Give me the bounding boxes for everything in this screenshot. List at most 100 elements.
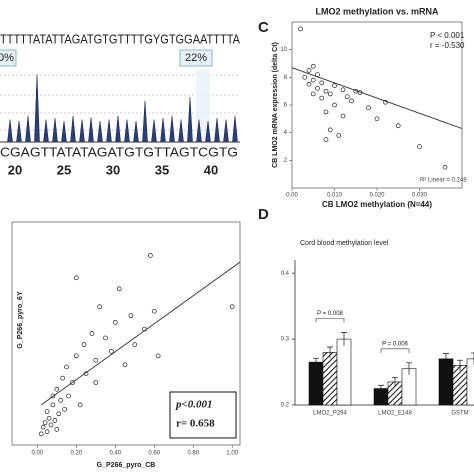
y-tick-label: 8 xyxy=(284,75,288,81)
y-tick-label: 6 xyxy=(284,103,288,109)
annotation: r= 0.658 xyxy=(176,418,215,430)
point xyxy=(50,402,56,408)
panel-label: C xyxy=(258,19,269,36)
point xyxy=(93,380,99,385)
y-axis-label: G_P266_pyro_6Y xyxy=(17,291,24,349)
point xyxy=(310,63,316,69)
point xyxy=(54,386,60,392)
bar xyxy=(466,358,474,406)
point xyxy=(70,380,75,385)
error-bar xyxy=(327,346,333,358)
point xyxy=(336,133,342,138)
point xyxy=(66,393,71,399)
point xyxy=(151,308,157,314)
chart-title: LMO2 methylation vs. mRNA xyxy=(315,6,439,16)
peak xyxy=(169,115,175,143)
peak xyxy=(178,119,184,143)
point xyxy=(323,88,329,94)
point xyxy=(132,342,138,347)
point xyxy=(97,304,103,310)
point xyxy=(306,68,312,73)
peak xyxy=(160,117,166,143)
chart-title: Cord blood methylation level xyxy=(300,240,389,247)
error-bar xyxy=(313,357,319,367)
bracket xyxy=(380,348,410,353)
y-tick-label: 0.2 xyxy=(281,403,290,409)
peak xyxy=(97,120,103,143)
x-tick-label: 0.030 xyxy=(412,193,428,199)
error-bar xyxy=(443,353,449,365)
point xyxy=(58,398,64,403)
peak xyxy=(223,119,229,143)
point xyxy=(323,109,329,115)
point xyxy=(323,137,329,142)
position-label: 35 xyxy=(155,162,169,177)
position-label: 40 xyxy=(204,162,218,177)
bar xyxy=(322,351,338,406)
percent-label: 22% xyxy=(185,52,207,64)
point xyxy=(50,393,56,399)
peak xyxy=(214,117,220,143)
point xyxy=(128,313,134,319)
error-bar xyxy=(457,359,463,371)
comparison-label: P = 0.008 xyxy=(317,311,343,317)
point xyxy=(319,95,325,101)
point xyxy=(327,91,333,97)
point xyxy=(366,105,371,111)
point xyxy=(42,420,48,426)
point xyxy=(298,26,303,32)
bar xyxy=(308,361,324,406)
peak xyxy=(196,119,202,143)
peak xyxy=(205,120,211,143)
point xyxy=(374,116,380,122)
bar xyxy=(336,338,352,406)
point xyxy=(344,94,350,100)
error-bar xyxy=(341,332,347,346)
point xyxy=(62,406,67,412)
point xyxy=(357,90,363,95)
point xyxy=(46,415,52,421)
percent-box xyxy=(179,49,213,67)
comparison-label: P = 0.006 xyxy=(382,341,408,347)
peak xyxy=(25,115,31,143)
error-bar xyxy=(471,352,474,365)
position-label: 25 xyxy=(57,162,71,177)
point xyxy=(327,127,333,133)
y-tick-label: 10 xyxy=(280,47,287,53)
point xyxy=(315,86,320,91)
position-label: 20 xyxy=(8,162,22,177)
peak xyxy=(79,119,85,143)
point xyxy=(142,326,147,332)
peak xyxy=(52,117,58,143)
point xyxy=(310,91,316,97)
point xyxy=(349,98,354,104)
point xyxy=(332,102,337,108)
peak xyxy=(43,119,49,143)
peak xyxy=(133,120,139,143)
point xyxy=(54,427,60,432)
point xyxy=(340,87,346,93)
point xyxy=(40,424,46,430)
plot-frame xyxy=(11,221,241,446)
percent-label: 0% xyxy=(0,52,14,64)
point xyxy=(302,74,308,80)
point xyxy=(109,348,114,354)
peak xyxy=(7,119,13,143)
r-squared: R² Linear = 0.248 xyxy=(420,178,467,184)
bar xyxy=(452,365,468,406)
x-axis-label: CB LMO2 methylation (N=44) xyxy=(322,200,432,209)
point xyxy=(417,144,422,149)
peak xyxy=(70,115,76,143)
y-tick-label: 0.3 xyxy=(281,337,290,343)
panel-label: D xyxy=(258,206,269,223)
x-tick-label: 0.00 xyxy=(31,451,43,457)
x-tick-label: 0.00 xyxy=(286,193,298,199)
point xyxy=(103,335,108,341)
percent-box xyxy=(0,49,17,67)
fit-line xyxy=(291,67,463,129)
point xyxy=(383,99,388,105)
point xyxy=(44,409,50,414)
point xyxy=(89,331,95,336)
